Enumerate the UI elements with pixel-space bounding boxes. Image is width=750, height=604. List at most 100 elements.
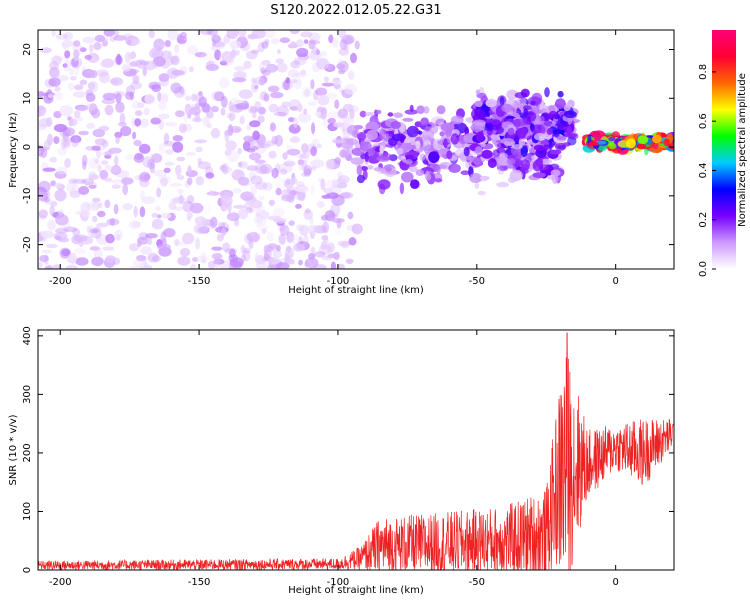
spectrogram-cell	[98, 125, 110, 132]
spectrogram-cell	[211, 44, 218, 52]
spectrogram-cell	[555, 122, 570, 127]
spectrogram-cell	[354, 40, 360, 50]
snr-x-tick-label: 0	[612, 577, 618, 588]
spectrogram-cell	[301, 143, 309, 154]
spectrogram-cell	[75, 105, 89, 113]
spectrogram-cell	[102, 92, 117, 101]
spectrogram-cell	[132, 258, 144, 267]
spectrogram-cell	[339, 39, 348, 50]
spectrogram-cell	[134, 118, 142, 127]
spectrogram-cell	[401, 171, 414, 183]
spectrogram-cell	[190, 106, 201, 116]
spectrogram-cell	[194, 52, 207, 58]
spectrogram-cell	[99, 71, 110, 84]
spectrogram-cell	[258, 77, 266, 86]
spectrogram-cell	[122, 183, 129, 196]
spectrogram-cell	[61, 249, 71, 257]
spectrogram-cell	[434, 178, 443, 183]
spectrogram-cell	[310, 159, 325, 169]
spectrogram-cell	[324, 210, 336, 222]
spectrogram-cell	[279, 168, 288, 175]
spectrogram-cell	[86, 122, 95, 129]
spectrogram-cell	[48, 77, 61, 87]
spectrogram-cell	[497, 157, 511, 166]
spectrogram-cell	[525, 111, 537, 122]
spectrogram-cell	[38, 105, 47, 117]
spectrogram-cell	[287, 258, 295, 265]
spectrogram-cell	[303, 108, 308, 115]
colorbar-tick-label: 0.4	[698, 162, 709, 178]
spectrogram-cell	[416, 105, 425, 114]
spectrogram-cell	[286, 186, 301, 195]
spectrogram-cell	[89, 228, 99, 234]
spectrogram-cell	[40, 230, 55, 239]
spectrogram-cell	[550, 169, 561, 177]
spectrogram-cell	[356, 164, 363, 176]
spectrogram-cell	[161, 94, 169, 103]
spectrogram-cell	[307, 224, 319, 235]
spectrogram-cell	[151, 153, 163, 163]
spectrogram-cell	[144, 93, 155, 105]
spectrogram-cell	[207, 261, 216, 269]
spectrogram-cell	[211, 253, 223, 260]
spectrogram-cell	[140, 246, 152, 255]
spectrogram-cell	[114, 155, 119, 167]
spectrogram-cell	[316, 143, 323, 149]
spectrogram-cell	[55, 235, 62, 240]
spectrogram-cell	[340, 241, 350, 249]
spectrogram-cell	[288, 123, 301, 134]
spectrogram-cell	[319, 50, 328, 58]
spectrogram-cell	[440, 122, 455, 133]
spectrogram-cell	[157, 214, 162, 219]
spectrogram-cell	[264, 140, 276, 147]
spectrogram-cell	[248, 105, 255, 115]
spectrogram-cell	[219, 60, 228, 66]
spectrogram-cell	[331, 179, 340, 189]
spectrogram-cell	[222, 242, 231, 252]
spectrogram-cell	[111, 184, 121, 189]
spectrogram-cell	[132, 75, 140, 84]
spectrogram-y-tick-label: -10	[22, 188, 33, 204]
spectrogram-cell	[197, 157, 202, 165]
spectrogram-cell	[97, 210, 106, 218]
spectrogram-cell	[325, 179, 338, 189]
spectrogram-cell	[175, 241, 187, 246]
spectrogram-cell	[93, 42, 102, 51]
spectrogram-cell	[257, 205, 265, 213]
spectrogram-cell	[308, 253, 316, 260]
spectrogram-cell	[90, 231, 96, 238]
spectrogram-cell	[271, 135, 279, 145]
spectrogram-cell	[230, 49, 237, 59]
spectrogram-cell	[425, 173, 432, 181]
spectrogram-cell	[354, 125, 364, 130]
spectrogram-cell	[142, 156, 153, 168]
spectrogram-cell	[244, 233, 254, 245]
spectrogram-cell	[320, 241, 327, 250]
spectrogram-cell	[555, 98, 566, 109]
spectrogram-y-axis-label: Frequency (Hz)	[8, 112, 19, 188]
spectrogram-cell	[535, 157, 544, 167]
spectrogram-cell	[636, 143, 647, 150]
spectrogram-cell	[321, 194, 332, 199]
spectrogram-cell	[285, 77, 291, 84]
spectrogram-cell	[317, 94, 330, 106]
spectrogram-cell	[474, 100, 483, 108]
spectrogram-cell	[378, 183, 386, 195]
spectrogram-cell	[165, 149, 174, 155]
spectrogram-cell	[127, 39, 132, 45]
spectrogram-cell	[50, 201, 58, 208]
spectrogram-cell	[123, 33, 134, 39]
spectrogram-cell	[118, 121, 127, 127]
colorbar-gradient	[712, 30, 736, 269]
spectrogram-cell	[224, 248, 237, 254]
spectrogram-cell	[237, 147, 242, 155]
spectrogram-cell	[424, 125, 431, 132]
spectrogram-cell	[436, 164, 441, 175]
spectrogram-cell	[53, 111, 62, 119]
spectrogram-cell	[213, 258, 225, 265]
spectrogram-cell	[88, 184, 97, 189]
spectrogram-cell	[198, 96, 207, 107]
snr-y-tick-label: 200	[22, 443, 33, 462]
spectrogram-cell	[45, 117, 53, 127]
spectrogram-cell	[564, 133, 578, 138]
